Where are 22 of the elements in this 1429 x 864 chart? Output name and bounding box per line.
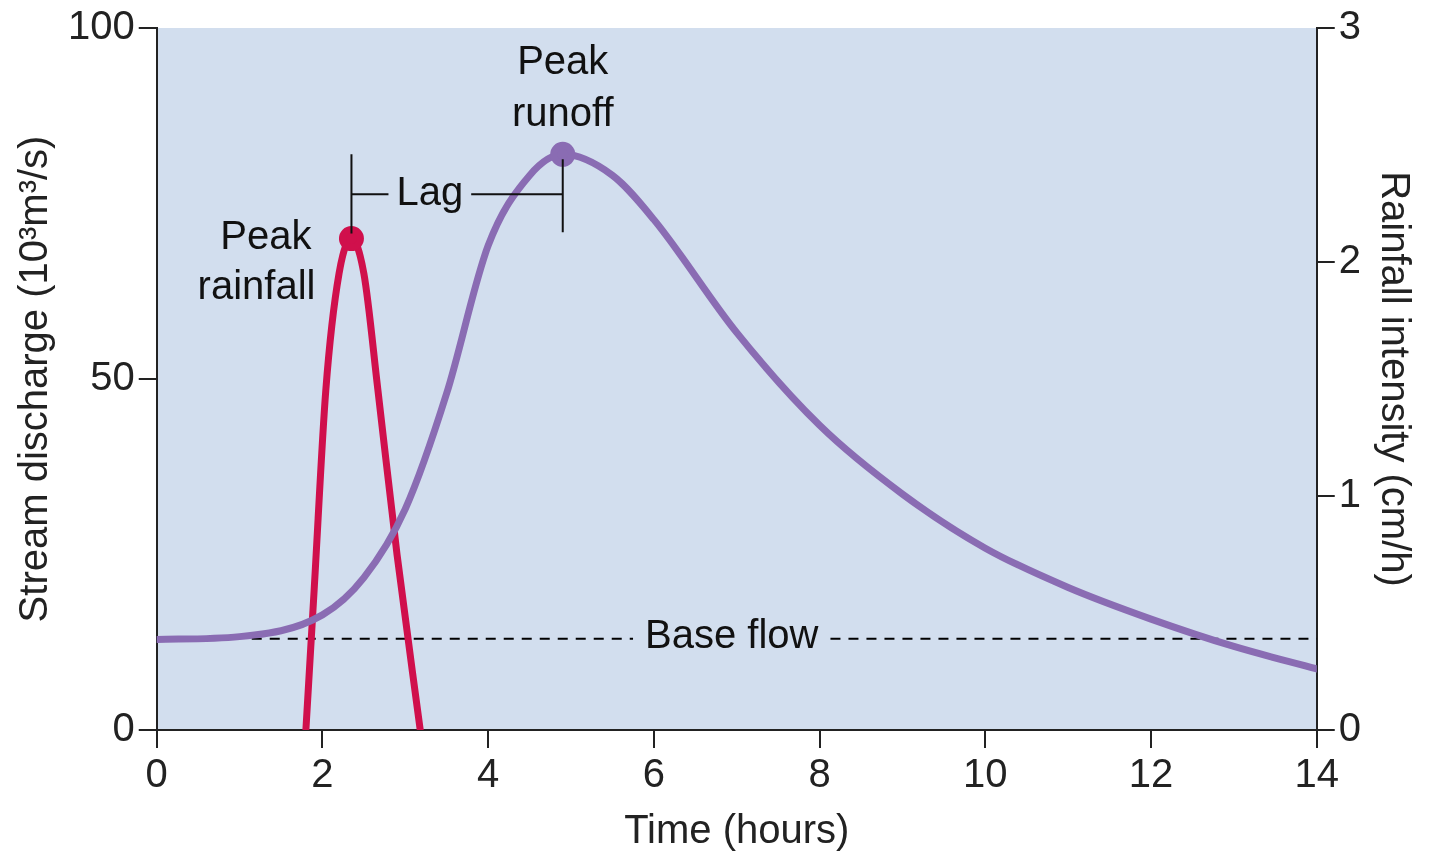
y-tick-label: 100 bbox=[67, 3, 135, 48]
y-tick-label: 50 bbox=[90, 354, 135, 399]
y2-tick-label: 1 bbox=[1338, 471, 1361, 516]
y2-tick-label: 3 bbox=[1338, 3, 1361, 48]
y2-tick-label: 2 bbox=[1338, 237, 1361, 282]
y-axis-title: Stream discharge (10³m³/s) bbox=[11, 135, 56, 623]
y2-axis-title: Rainfall intensity (cm/h) bbox=[1373, 171, 1418, 587]
y2-tick-label: 0 bbox=[1338, 705, 1361, 750]
y-tick-label: 0 bbox=[112, 705, 135, 750]
x-tick-label: 14 bbox=[1294, 751, 1339, 796]
annotation: Peak rainfall bbox=[197, 212, 316, 307]
ref-line-label: Base flow bbox=[645, 611, 819, 656]
x-tick-label: 8 bbox=[808, 751, 831, 796]
x-tick-label: 4 bbox=[477, 751, 500, 796]
annotation: Peak runoff bbox=[511, 38, 615, 135]
x-tick-label: 0 bbox=[145, 751, 168, 796]
annotation: Lag bbox=[396, 169, 464, 214]
x-tick-label: 2 bbox=[311, 751, 334, 796]
x-tick-label: 6 bbox=[642, 751, 666, 796]
x-tick-label: 12 bbox=[1128, 751, 1174, 796]
x-axis-title: Time (hours) bbox=[624, 807, 850, 852]
x-tick-label: 10 bbox=[963, 751, 1008, 796]
